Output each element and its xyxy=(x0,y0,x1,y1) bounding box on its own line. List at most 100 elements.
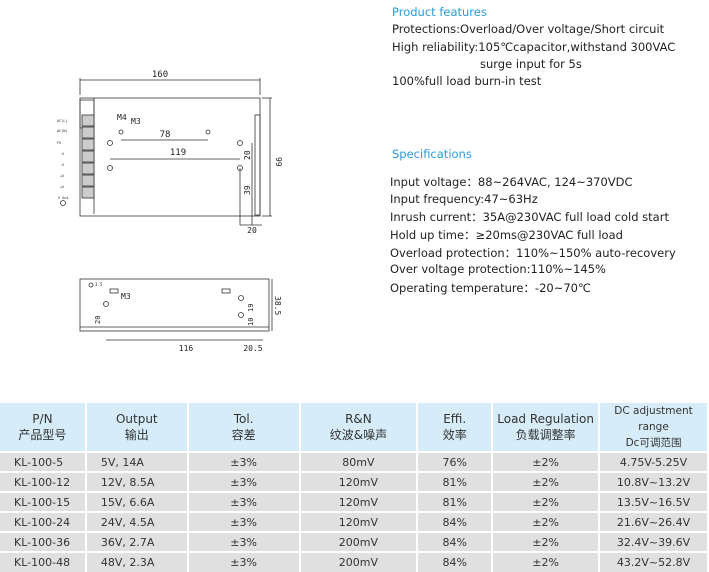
table-cell: 84% xyxy=(417,511,494,532)
table-cell: 32.4V~39.6V xyxy=(599,531,709,552)
table-cell: 5V, 14A xyxy=(85,451,189,472)
header-en: Tol. xyxy=(233,412,254,426)
svg-text:119: 119 xyxy=(170,148,186,158)
table-cell: 120mV xyxy=(299,511,419,532)
mechanical-drawing: 160 AC(L)AC(N) FG-V -V+V +VV Out 78 119 … xyxy=(57,70,283,353)
spec-line: Input voltage：88~264VAC, 124~370VDC xyxy=(390,175,633,189)
table-cell: KL-100-15 xyxy=(0,491,87,512)
table-cell: 200mV xyxy=(299,531,419,552)
table-cell: ±2% xyxy=(492,511,601,532)
svg-text:10: 10 xyxy=(247,318,255,326)
table-cell: 36V, 2.7A xyxy=(85,531,189,552)
svg-text:3.5: 3.5 xyxy=(95,282,103,287)
header-cn: 产品型号 xyxy=(18,428,67,442)
spec-table: P/N 产品型号 Output 输出 Tol. 容差 R&N 纹波&噪声 Effi. 效率… xyxy=(0,403,709,572)
table-cell: 120mV xyxy=(299,491,419,512)
table-row: KL-100-24 24V, 4.5A ±3% 120mV 84% ±2% 21.6V~26… xyxy=(0,511,709,532)
svg-text:AC(N): AC(N) xyxy=(57,129,68,133)
table-cell: 10.8V~13.2V xyxy=(599,471,709,492)
svg-text:116: 116 xyxy=(179,344,194,353)
svg-text:-V: -V xyxy=(60,163,65,167)
svg-text:99: 99 xyxy=(274,157,283,167)
table-header: P/N 产品型号 Output 输出 Tol. 容差 R&N 纹波&噪声 Effi. 效率… xyxy=(0,403,709,452)
svg-text:19: 19 xyxy=(247,304,255,312)
table-cell: 80mV xyxy=(299,451,419,472)
svg-text:39: 39 xyxy=(243,185,252,195)
table-cell: ±2% xyxy=(492,451,601,472)
table-cell: 84% xyxy=(417,551,494,572)
table-cell: 81% xyxy=(417,471,494,492)
table-cell: ±3% xyxy=(187,471,301,492)
table-cell: ±2% xyxy=(492,531,601,552)
side-view: 3.5 M3 116 20.5 20 10 19 38.5 xyxy=(79,278,282,353)
spec-line: Inrush current：35A@230VAC full load cold… xyxy=(390,210,669,224)
feature-line: Protections:Overload/Over voltage/Short … xyxy=(392,22,665,36)
table-cell: 120mV xyxy=(299,471,419,492)
top-view: 160 AC(L)AC(N) FG-V -V+V +VV Out 78 119 … xyxy=(57,70,283,235)
spec-line: Operating temperature：-20~70℃ xyxy=(390,281,591,295)
table-cell: KL-100-5 xyxy=(0,451,87,472)
table-cell: 12V, 8.5A xyxy=(85,471,189,492)
terminal-labels: AC(L) AC(N) FG -V -V +V +V V Out xyxy=(57,119,69,200)
specs-title: Specifications xyxy=(392,147,472,161)
table-row: KL-100-36 36V, 2.7A ±3% 200mV 84% ±2% 32.4V~39… xyxy=(0,531,709,552)
table-cell: KL-100-36 xyxy=(0,531,87,552)
svg-text:160: 160 xyxy=(152,70,168,80)
table-cell: 48V, 2.3A xyxy=(85,551,189,572)
table-cell: ±3% xyxy=(187,511,301,532)
svg-text:AC(L): AC(L) xyxy=(57,119,68,123)
svg-text:78: 78 xyxy=(160,130,171,140)
svg-text:+V: +V xyxy=(60,174,65,178)
header-en: DC adjustment range xyxy=(614,405,693,433)
spec-line: Input frequency:47~63Hz xyxy=(390,192,538,206)
svg-text:FG: FG xyxy=(57,141,61,145)
feature-line: 100%full load burn-in test xyxy=(392,74,542,88)
svg-text:38.5: 38.5 xyxy=(273,296,282,315)
features-title: Product features xyxy=(392,5,487,19)
svg-text:20: 20 xyxy=(94,316,102,324)
table-cell: 24V, 4.5A xyxy=(85,511,189,532)
table-cell: 13.5V~16.5V xyxy=(599,491,709,512)
svg-text:V Out: V Out xyxy=(58,196,69,200)
table-cell: 200mV xyxy=(299,551,419,572)
table-cell: 4.75V-5.25V xyxy=(599,451,709,472)
table-row: KL-100-48 48V, 2.3A ±3% 200mV 84% ±2% 43.2V~52… xyxy=(0,551,709,572)
header-cn: Dc可调范围 xyxy=(625,437,682,449)
table-row: KL-100-15 15V, 6.6A ±3% 120mV 81% ±2% 13.5V~16… xyxy=(0,491,709,512)
table-cell: KL-100-48 xyxy=(0,551,87,572)
header-cn: 纹波&噪声 xyxy=(329,428,388,442)
feature-line: High reliability:105℃capacitor,withstand… xyxy=(392,40,676,54)
table-cell: ±2% xyxy=(492,551,601,572)
header-en: Load Regulation xyxy=(497,412,594,426)
table-cell: ±2% xyxy=(492,471,601,492)
header-en: Effi. xyxy=(443,412,467,426)
feature-line: surge input for 5s xyxy=(480,57,582,71)
header-cn: 效率 xyxy=(442,428,467,442)
table-cell: ±3% xyxy=(187,531,301,552)
header-cn: 容差 xyxy=(231,428,256,442)
svg-text:M4: M4 xyxy=(117,113,127,122)
table-cell: ±3% xyxy=(187,451,301,472)
header-cn: 负载调整率 xyxy=(515,428,576,442)
table-cell: 21.6V~26.4V xyxy=(599,511,709,532)
svg-text:+V: +V xyxy=(60,185,65,189)
spec-line: Overload protection：110%~150% auto-recov… xyxy=(390,246,676,260)
spec-line: Over voltage protection:110%~145% xyxy=(390,262,606,276)
table-cell: 84% xyxy=(417,531,494,552)
table-cell: ±3% xyxy=(187,491,301,512)
svg-text:20.5: 20.5 xyxy=(243,344,262,353)
table-cell: 81% xyxy=(417,491,494,512)
spec-line: Hold up time：≥20ms@230VAC full load xyxy=(390,228,623,242)
table-cell: 15V, 6.6A xyxy=(85,491,189,512)
table-cell: ±2% xyxy=(492,491,601,512)
svg-text:20: 20 xyxy=(243,150,252,160)
header-en: P/N xyxy=(32,412,53,426)
header-cn: 输出 xyxy=(124,428,149,442)
header-en: Output xyxy=(115,412,158,426)
svg-text:20: 20 xyxy=(247,226,257,235)
table-cell: KL-100-12 xyxy=(0,471,87,492)
svg-text:-V: -V xyxy=(60,152,65,156)
table-cell: 43.2V~52.8V xyxy=(599,551,709,572)
table-cell: 76% xyxy=(417,451,494,472)
table-cell: ±3% xyxy=(187,551,301,572)
